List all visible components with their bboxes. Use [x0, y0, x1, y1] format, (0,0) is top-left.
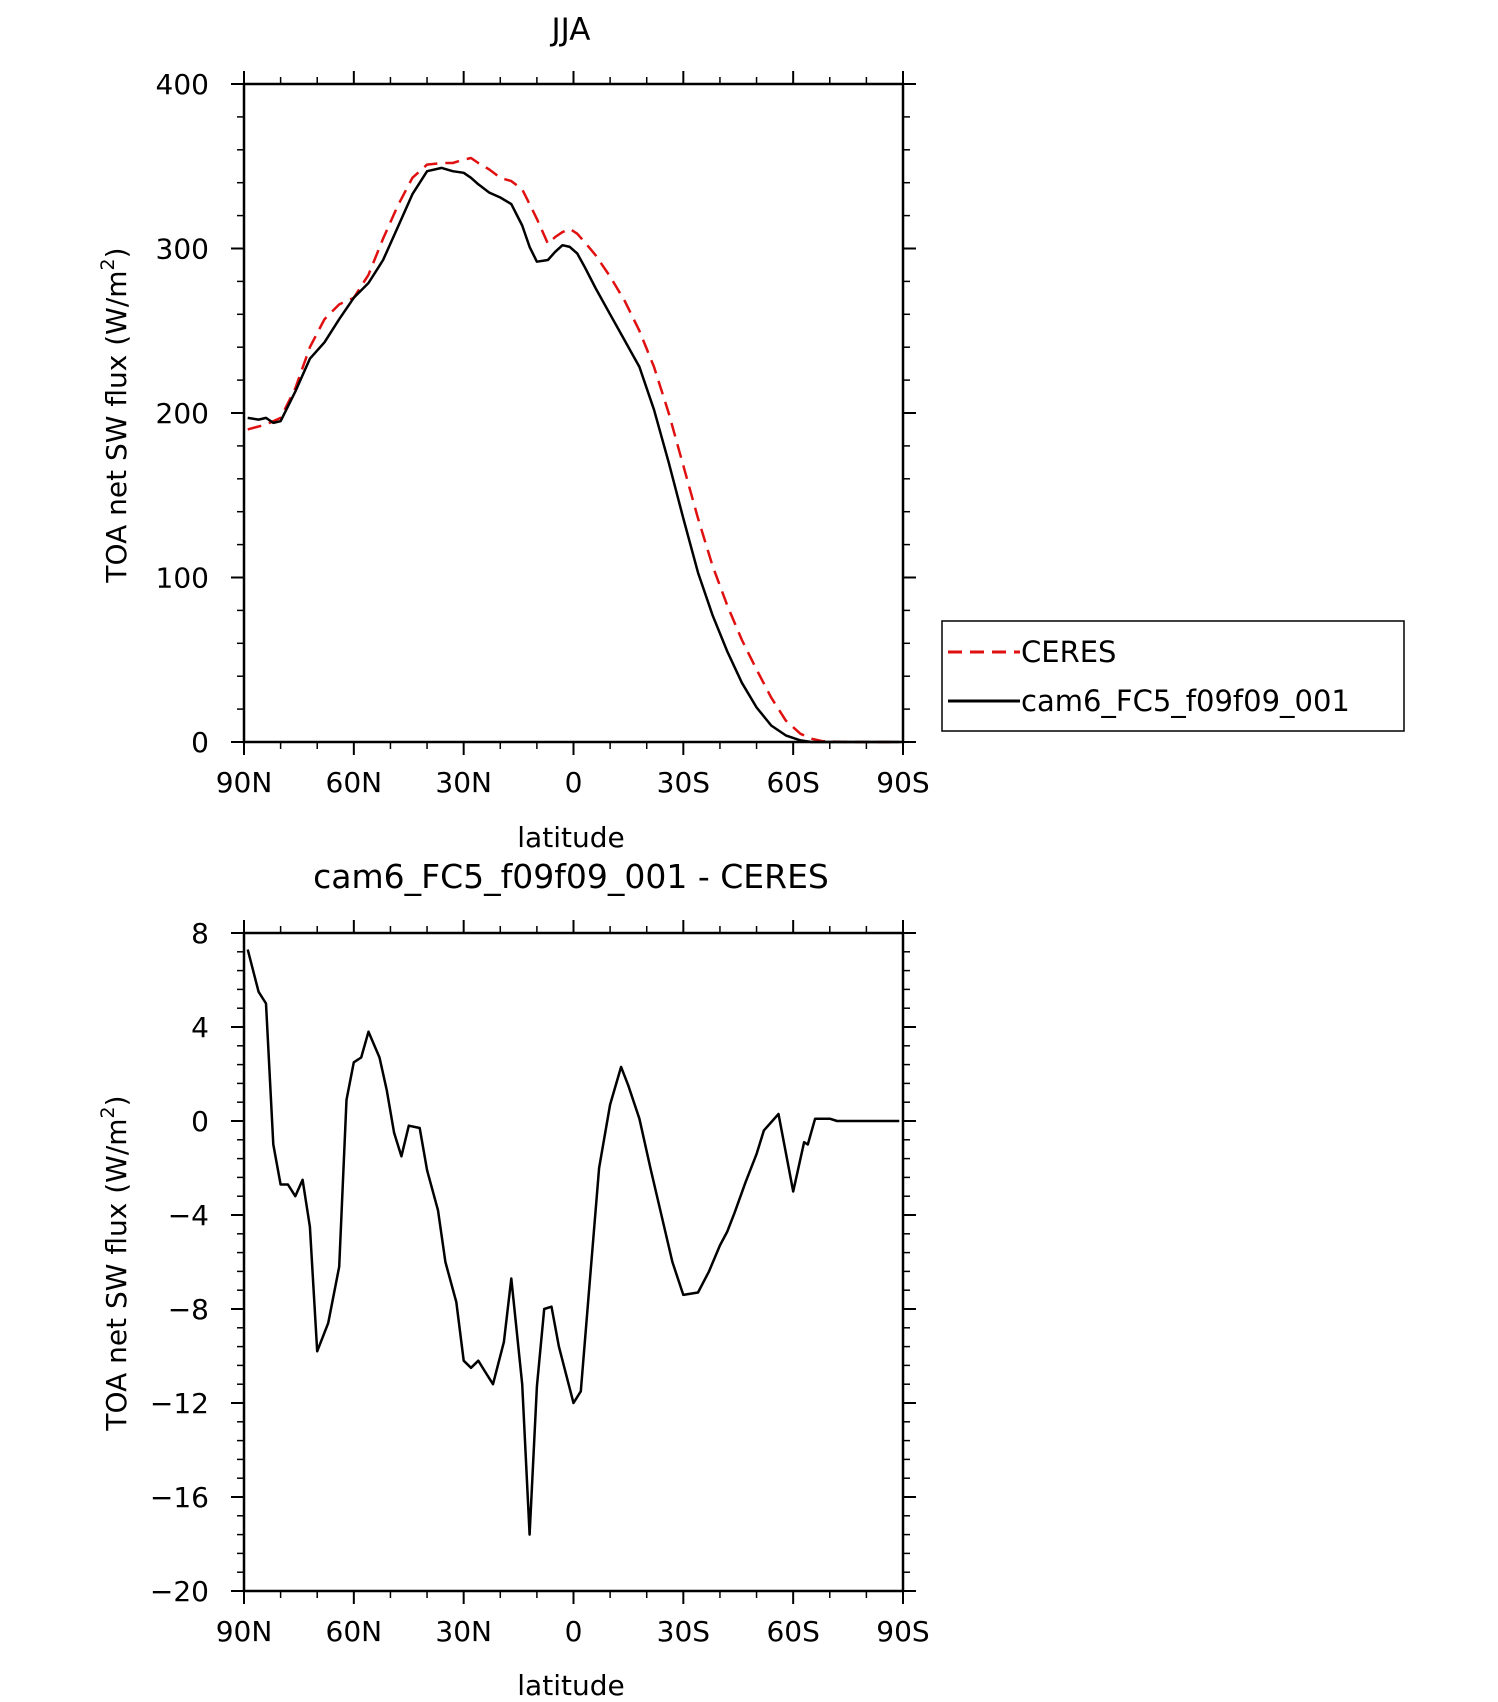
top-chart-x-axis-label: latitude — [517, 821, 624, 854]
series-line-difference — [246, 949, 900, 1536]
x-tick-label: 60S — [766, 766, 819, 799]
bottom-chart-y-axis-label: TOA net SW flux (W/m2) — [97, 1095, 133, 1431]
legend-label-cam6: cam6_FC5_f09f09_001 — [1021, 684, 1350, 718]
bottom-chart-plot-frame — [242, 931, 905, 1593]
top-chart-plot-frame — [242, 82, 905, 744]
y-tick-label: 300 — [156, 233, 209, 266]
x-tick-label: 60N — [326, 1615, 383, 1648]
series-line-cam6-fc5-f09f09-001 — [247, 166, 900, 744]
x-tick-label: 90S — [876, 766, 929, 799]
top-chart-minor-ticks — [237, 77, 910, 749]
y-tick-label: 100 — [156, 562, 209, 595]
y-tick-label: 8 — [191, 917, 209, 950]
y-tick-label: −20 — [150, 1575, 209, 1608]
bottom-chart-ticks — [231, 920, 916, 1604]
legend-label-ceres: CERES — [1021, 635, 1116, 669]
y-tick-label: 400 — [156, 68, 209, 101]
y-tick-label: −16 — [150, 1481, 209, 1514]
x-tick-label: 30S — [657, 766, 710, 799]
x-tick-label: 30N — [435, 1615, 492, 1648]
legend: CERES cam6_FC5_f09f09_001 — [941, 620, 1405, 732]
bottom-chart-minor-ticks — [237, 926, 910, 1598]
x-tick-label: 0 — [565, 1615, 583, 1648]
top-chart-title: JJA — [550, 12, 591, 48]
top-chart-y-axis-label: TOA net SW flux (W/m2) — [97, 247, 133, 583]
y-tick-label: 200 — [156, 397, 209, 430]
x-tick-label: 30S — [657, 1615, 710, 1648]
top-chart-ticks — [231, 71, 916, 755]
x-tick-label: 60S — [766, 1615, 819, 1648]
x-tick-label: 30N — [435, 766, 492, 799]
y-tick-label: 0 — [191, 1105, 209, 1138]
legend-box — [941, 620, 1405, 732]
x-tick-label: 0 — [565, 766, 583, 799]
series-line-ceres — [247, 156, 900, 744]
bottom-chart-x-axis-label: latitude — [517, 1669, 624, 1702]
x-tick-label: 90N — [216, 1615, 273, 1648]
top-chart-panel: JJA TOA net SW flux (W/m2) latitude 90N 6… — [97, 12, 1405, 854]
x-tick-label: 90N — [216, 766, 273, 799]
bottom-chart-tick-labels: 90N 60N 30N 0 30S 60S 90S 8 4 0 −4 −8 −12 −16 −20 — [150, 917, 930, 1648]
x-tick-label: 60N — [326, 766, 383, 799]
bottom-chart-panel: cam6_FC5_f09f09_001 - CERES TOA net SW f… — [97, 857, 930, 1702]
top-chart-series — [247, 156, 900, 744]
x-tick-label: 90S — [876, 1615, 929, 1648]
y-tick-label: 4 — [191, 1011, 209, 1044]
y-tick-label: 0 — [191, 726, 209, 759]
y-tick-label: −4 — [168, 1199, 209, 1232]
svg-text:TOA net SW flux (W/m2): TOA net SW flux (W/m2) — [97, 247, 133, 583]
svg-text:TOA net SW flux (W/m2): TOA net SW flux (W/m2) — [97, 1095, 133, 1431]
bottom-chart-series — [246, 949, 900, 1536]
bottom-chart-title: cam6_FC5_f09f09_001 - CERES — [313, 857, 829, 896]
top-chart-tick-labels: 90N 60N 30N 0 30S 60S 90S 0 100 200 300 400 — [156, 68, 930, 799]
y-tick-label: −12 — [150, 1387, 209, 1420]
y-tick-label: −8 — [168, 1293, 209, 1326]
